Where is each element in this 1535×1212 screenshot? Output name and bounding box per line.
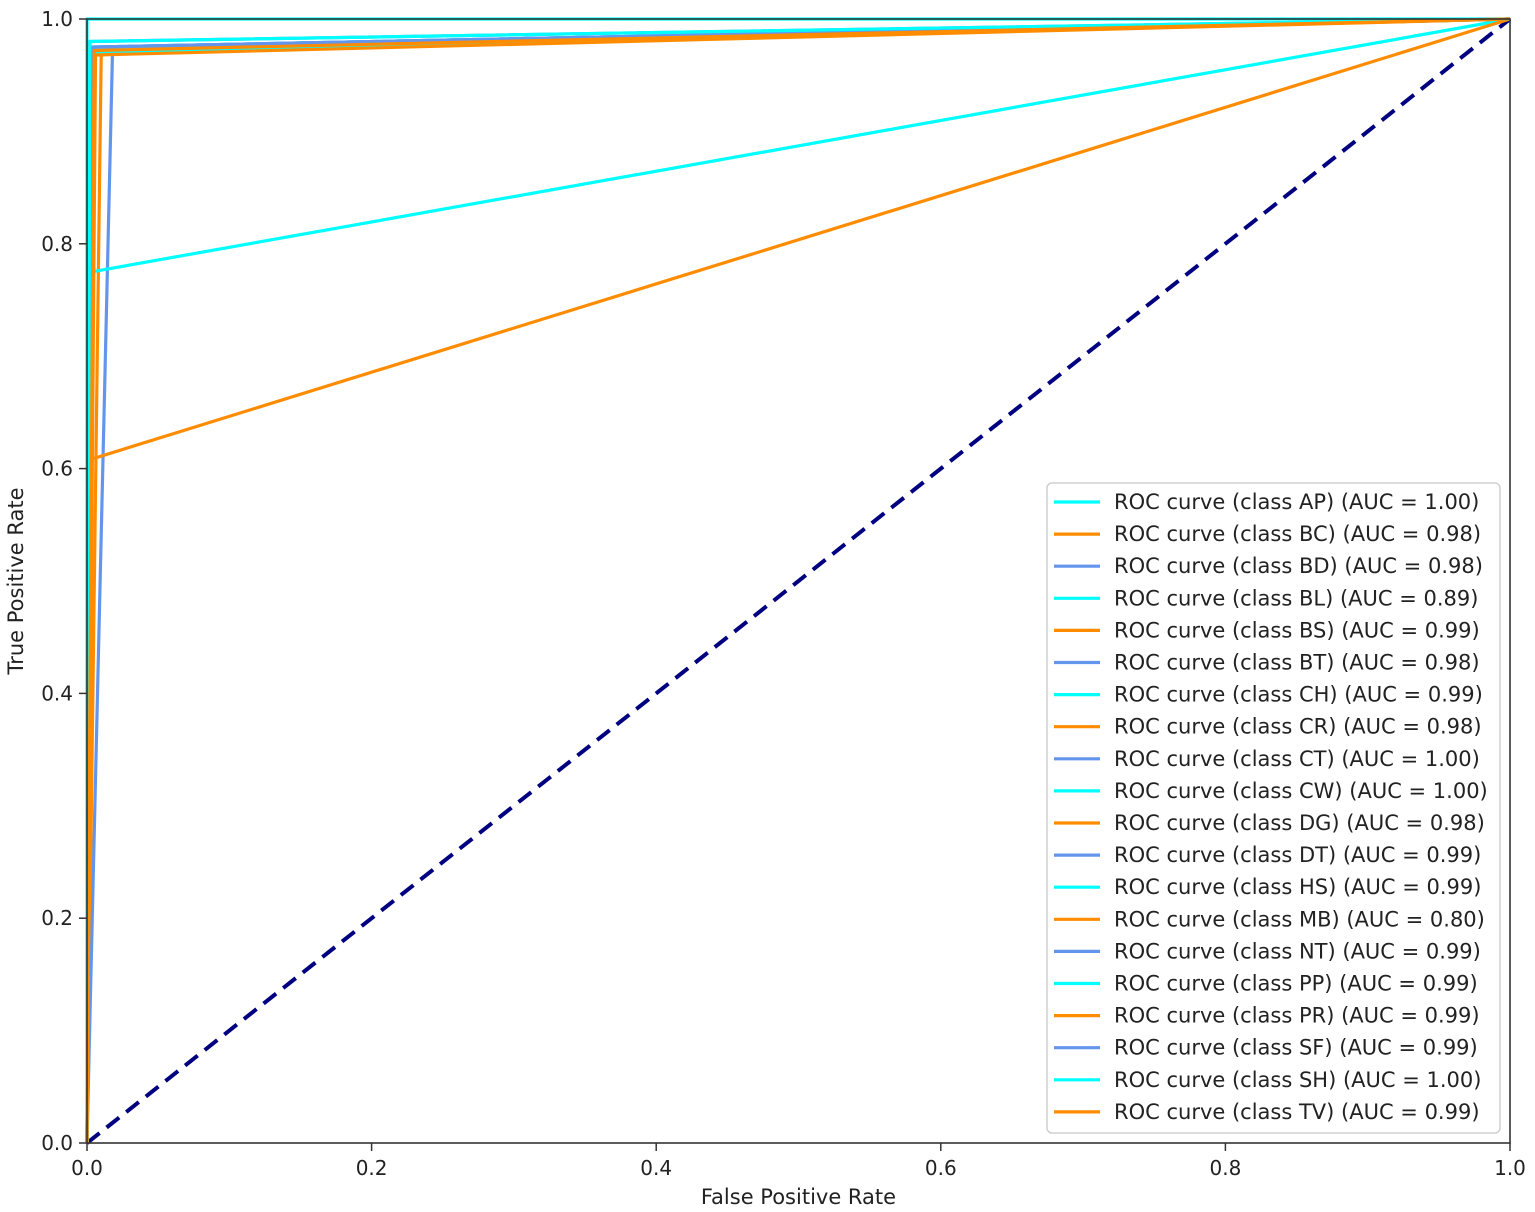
plot-marks bbox=[85, 17, 1512, 1145]
legend-label: ROC curve (class CH) (AUC = 0.99) bbox=[1114, 683, 1483, 707]
legend-label: ROC curve (class SF) (AUC = 0.99) bbox=[1114, 1036, 1478, 1060]
y-axis-label: True Positive Rate bbox=[4, 487, 28, 675]
legend-box bbox=[1046, 482, 1501, 1134]
legend-label: ROC curve (class CT) (AUC = 1.00) bbox=[1114, 747, 1480, 771]
axes: 0.0 0.2 0.4 0.6 0.8 1.0 0.0 0.2 0.4 0.6 0.8 1.0 bbox=[41, 7, 1526, 1180]
y-tick-label: 1.0 bbox=[41, 7, 73, 31]
legend-label: ROC curve (class BC) (AUC = 0.98) bbox=[1114, 522, 1481, 546]
roc-curve-19 bbox=[85, 17, 1511, 1144]
legend-label: ROC curve (class CW) (AUC = 1.00) bbox=[1114, 779, 1488, 803]
legend-label: ROC curve (class BL) (AUC = 0.89) bbox=[1114, 586, 1478, 610]
x-tick-label: 0.8 bbox=[1209, 1156, 1241, 1180]
x-axis-label: False Positive Rate bbox=[701, 1185, 896, 1209]
legend-label: ROC curve (class DG) (AUC = 0.98) bbox=[1114, 811, 1485, 835]
x-tick-label: 0.4 bbox=[640, 1156, 672, 1180]
x-tick-label: 0.0 bbox=[71, 1156, 103, 1180]
legend-label: ROC curve (class BT) (AUC = 0.98) bbox=[1114, 651, 1480, 675]
legend-label: ROC curve (class NT) (AUC = 0.99) bbox=[1114, 939, 1481, 963]
x-tick-label: 1.0 bbox=[1494, 1156, 1526, 1180]
legend: ROC curve (class AP) (AUC = 1.00) ROC cur… bbox=[1046, 482, 1501, 1134]
reference-diagonal-line bbox=[85, 17, 1512, 1145]
legend-label: ROC curve (class DT) (AUC = 0.99) bbox=[1114, 843, 1481, 867]
legend-label: ROC curve (class BS) (AUC = 0.99) bbox=[1114, 618, 1480, 642]
legend-label: ROC curve (class AP) (AUC = 1.00) bbox=[1114, 490, 1479, 514]
y-tick-label: 0.4 bbox=[41, 681, 73, 705]
legend-label: ROC curve (class SH) (AUC = 1.00) bbox=[1114, 1068, 1481, 1092]
y-tick-label: 0.2 bbox=[41, 906, 73, 930]
legend-label: ROC curve (class PP) (AUC = 0.99) bbox=[1114, 972, 1478, 996]
legend-label: ROC curve (class CR) (AUC = 0.98) bbox=[1114, 715, 1482, 739]
legend-label: ROC curve (class PR) (AUC = 0.99) bbox=[1114, 1004, 1480, 1028]
legend-label: ROC curve (class TV) (AUC = 0.99) bbox=[1114, 1100, 1480, 1124]
legend-label: ROC curve (class HS) (AUC = 0.99) bbox=[1114, 875, 1481, 899]
legend-label: ROC curve (class MB) (AUC = 0.80) bbox=[1114, 907, 1485, 931]
legend-label: ROC curve (class BD) (AUC = 0.98) bbox=[1114, 554, 1483, 578]
x-tick-label: 0.2 bbox=[356, 1156, 388, 1180]
y-tick-label: 0.6 bbox=[41, 457, 73, 481]
plot-frame bbox=[86, 18, 1511, 1144]
y-tick-label: 0.0 bbox=[41, 1131, 73, 1155]
y-tick-label: 0.8 bbox=[41, 232, 73, 256]
x-tick-label: 0.6 bbox=[925, 1156, 957, 1180]
